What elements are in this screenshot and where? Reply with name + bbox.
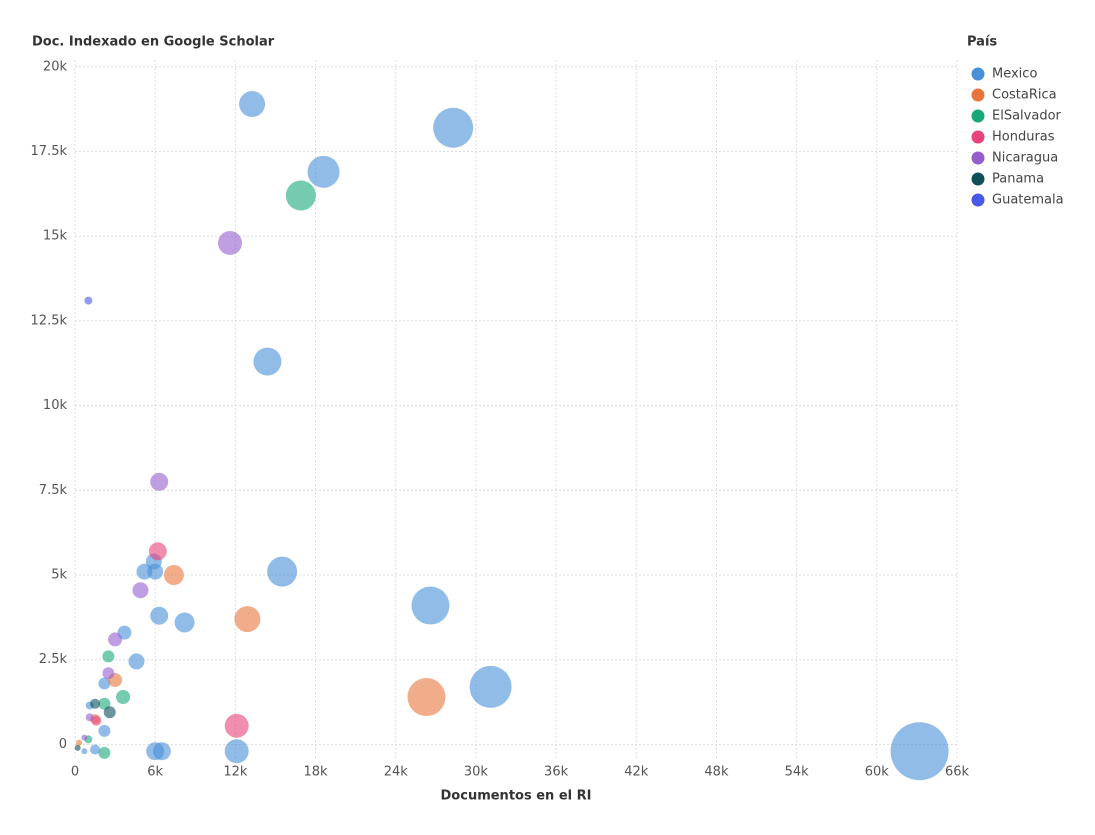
- bubble: [81, 748, 88, 755]
- bubble: [116, 690, 131, 705]
- x-tick-label: 30k: [464, 765, 489, 780]
- x-tick-label: 0: [71, 765, 79, 780]
- bubble: [224, 739, 249, 764]
- legend-marker: [971, 109, 985, 123]
- y-tick-label: 10k: [43, 398, 68, 413]
- bubble: [218, 230, 243, 255]
- bubble: [74, 744, 81, 751]
- bubble: [433, 107, 474, 148]
- bubble: [98, 724, 111, 737]
- bubble: [76, 739, 83, 746]
- bubble: [84, 296, 93, 305]
- legend-label: ElSalvador: [992, 109, 1062, 124]
- bubble: [163, 565, 184, 586]
- bubble: [152, 742, 171, 761]
- y-tick-label: 15k: [43, 229, 68, 244]
- legend-marker: [971, 67, 985, 81]
- x-tick-label: 36k: [544, 765, 569, 780]
- legend-label: Guatemala: [992, 193, 1064, 208]
- legend-label: Mexico: [992, 67, 1037, 82]
- y-tick-label: 7.5k: [39, 483, 68, 498]
- bubble: [98, 677, 111, 690]
- legend-marker: [971, 151, 985, 165]
- bubble: [81, 734, 88, 741]
- x-tick-label: 18k: [304, 765, 329, 780]
- bubble: [90, 744, 101, 755]
- legend-label: Panama: [992, 172, 1044, 187]
- bubble: [85, 713, 94, 722]
- chart-title: Doc. Indexado en Google Scholar: [32, 35, 275, 50]
- bubble: [307, 155, 340, 188]
- bubble: [469, 665, 512, 708]
- legend-label: Honduras: [992, 130, 1055, 145]
- bubble: [174, 612, 195, 633]
- x-tick-label: 12k: [223, 765, 248, 780]
- bubble: [103, 706, 116, 719]
- x-tick-label: 60k: [865, 765, 890, 780]
- y-tick-label: 5k: [51, 568, 67, 583]
- x-tick-label: 42k: [624, 765, 649, 780]
- y-tick-label: 2.5k: [39, 652, 68, 667]
- legend-label: CostaRica: [992, 88, 1057, 103]
- x-axis-label: Documentos en el RI: [441, 789, 592, 804]
- legend-marker: [971, 130, 985, 144]
- bubble: [102, 667, 115, 680]
- bubble: [98, 746, 111, 759]
- y-tick-label: 12.5k: [31, 313, 68, 328]
- bubble: [407, 678, 446, 717]
- bubble: [108, 632, 123, 647]
- x-tick-label: 54k: [785, 765, 810, 780]
- bubble: [148, 542, 167, 561]
- bubble: [285, 180, 316, 211]
- bubble: [132, 582, 149, 599]
- bubble: [128, 653, 145, 670]
- bubble: [411, 586, 450, 625]
- bubble: [136, 563, 153, 580]
- bubble: [267, 556, 298, 587]
- bubble: [150, 472, 169, 491]
- legend-marker: [971, 172, 985, 186]
- legend-title: País: [967, 35, 997, 50]
- y-tick-label: 17.5k: [31, 144, 68, 159]
- x-tick-label: 48k: [704, 765, 729, 780]
- bubble: [102, 650, 115, 663]
- bubble: [239, 91, 266, 118]
- bubble: [90, 698, 101, 709]
- bubble: [253, 347, 282, 376]
- x-tick-label: 66k: [945, 765, 970, 780]
- y-tick-label: 0: [59, 737, 67, 752]
- bubble: [224, 713, 249, 738]
- legend-marker: [971, 88, 985, 102]
- bubble: [150, 606, 169, 625]
- x-tick-label: 24k: [384, 765, 409, 780]
- bubble: [890, 722, 949, 781]
- bubble: [91, 715, 102, 726]
- x-tick-label: 6k: [147, 765, 163, 780]
- bubble: [234, 606, 261, 633]
- y-tick-label: 20k: [43, 59, 68, 74]
- legend-label: Nicaragua: [992, 151, 1058, 166]
- legend-marker: [971, 193, 985, 207]
